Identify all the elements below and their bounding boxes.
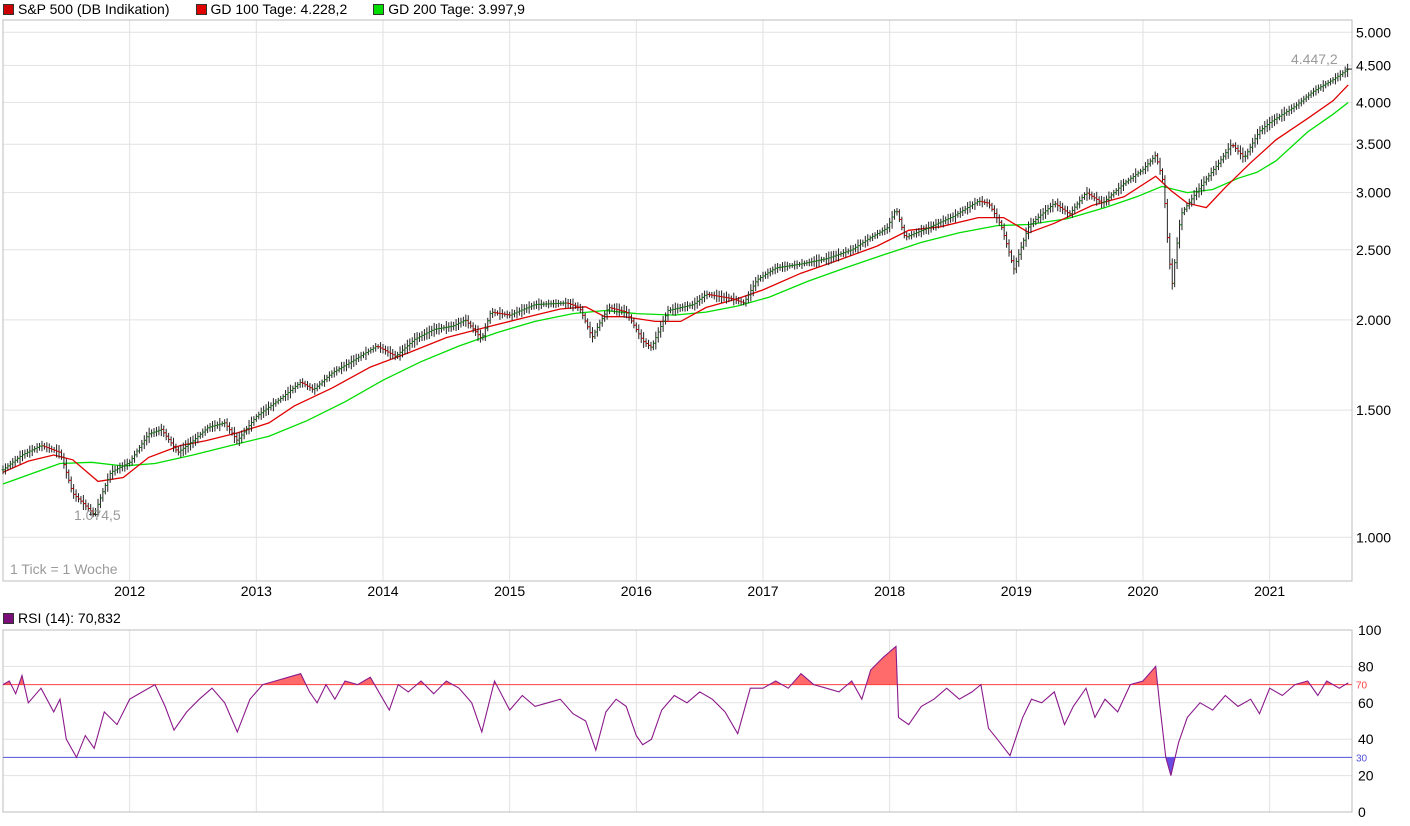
gd100-line — [2, 84, 1349, 483]
legend-swatch-gd100 — [195, 3, 207, 15]
price-bars — [1, 63, 1352, 518]
legend-item-gd200: GD 200 Tage: 3.997,9 — [373, 1, 525, 17]
x-tick-label: 2012 — [114, 583, 145, 599]
rsi-overbought-fill — [791, 673, 814, 685]
price-plot-frame — [2, 19, 1353, 582]
rsi-overbought-fill — [769, 681, 782, 685]
legend-swatch-rsi — [3, 612, 14, 624]
legend-label-gd100: GD 100 Tage: 4.228,2 — [210, 1, 348, 17]
legend-item-gd100: GD 100 Tage: 4.228,2 — [195, 1, 348, 17]
rsi-y-tick-label: 60 — [1358, 695, 1374, 711]
legend-swatch-gd200 — [373, 3, 385, 15]
rsi-lines — [2, 645, 1352, 776]
rsi-legend: RSI (14): 70,832 — [3, 609, 147, 627]
gd200-line — [2, 101, 1349, 485]
tick-note: 1 Tick = 1 Woche — [10, 561, 118, 577]
y-tick-label: 2.500 — [1356, 242, 1391, 258]
price-legend: S&P 500 (DB Indikation) GD 100 Tage: 4.2… — [3, 0, 551, 18]
y-tick-label: 4.000 — [1356, 94, 1391, 110]
price-axis-labels: 2012 2013 2014 2015 2016 2017 2018 2019 2020 2021… — [114, 24, 1391, 599]
legend-item-rsi: RSI (14): 70,832 — [3, 610, 121, 626]
legend-label-price: S&P 500 (DB Indikation) — [18, 1, 170, 17]
rsi-axis-labels: 0 20 40 60 80 100 70 30 — [1356, 622, 1382, 820]
low-annotation: 1.074,5 — [74, 507, 121, 523]
rsi-reference-label: 30 — [1356, 753, 1368, 764]
price-gridlines — [3, 20, 1352, 581]
y-tick-label: 2.000 — [1356, 312, 1391, 328]
high-annotation: 4.447,2 — [1291, 51, 1338, 67]
legend-swatch-price — [3, 3, 14, 15]
x-tick-label: 2021 — [1254, 583, 1285, 599]
x-tick-label: 2018 — [874, 583, 905, 599]
rsi-plot-frame — [2, 629, 1353, 813]
rsi-oversold-fill — [1166, 757, 1175, 776]
y-tick-label: 1.000 — [1356, 529, 1391, 545]
x-tick-label: 2020 — [1127, 583, 1158, 599]
y-tick-label: 1.500 — [1356, 402, 1391, 418]
x-tick-label: 2014 — [367, 583, 398, 599]
legend-label-rsi: RSI (14): 70,832 — [18, 610, 121, 626]
x-tick-label: 2015 — [494, 583, 525, 599]
x-tick-label: 2019 — [1001, 583, 1032, 599]
legend-label-gd200: GD 200 Tage: 3.997,9 — [388, 1, 525, 17]
x-tick-label: 2017 — [747, 583, 778, 599]
rsi-reference-label: 70 — [1356, 681, 1368, 692]
rsi-overbought-fill — [1130, 666, 1158, 685]
rsi-line — [2, 645, 1349, 776]
rsi-overbought-fill — [416, 681, 425, 685]
rsi-y-tick-label: 0 — [1358, 804, 1366, 820]
rsi-gridlines — [3, 629, 1352, 813]
y-tick-label: 3.500 — [1356, 136, 1391, 152]
rsi-y-tick-label: 20 — [1358, 768, 1374, 784]
rsi-y-tick-label: 80 — [1358, 658, 1374, 674]
y-tick-label: 3.000 — [1356, 185, 1391, 201]
x-tick-label: 2013 — [241, 583, 272, 599]
x-tick-label: 2016 — [621, 583, 652, 599]
rsi-y-tick-label: 40 — [1358, 731, 1374, 747]
y-tick-label: 4.500 — [1356, 57, 1391, 73]
moving-averages — [2, 84, 1349, 485]
y-tick-label: 5.000 — [1356, 24, 1391, 40]
legend-item-price: S&P 500 (DB Indikation) — [3, 1, 170, 17]
rsi-y-tick-label: 100 — [1358, 622, 1382, 638]
rsi-overbought-fill — [866, 646, 898, 685]
